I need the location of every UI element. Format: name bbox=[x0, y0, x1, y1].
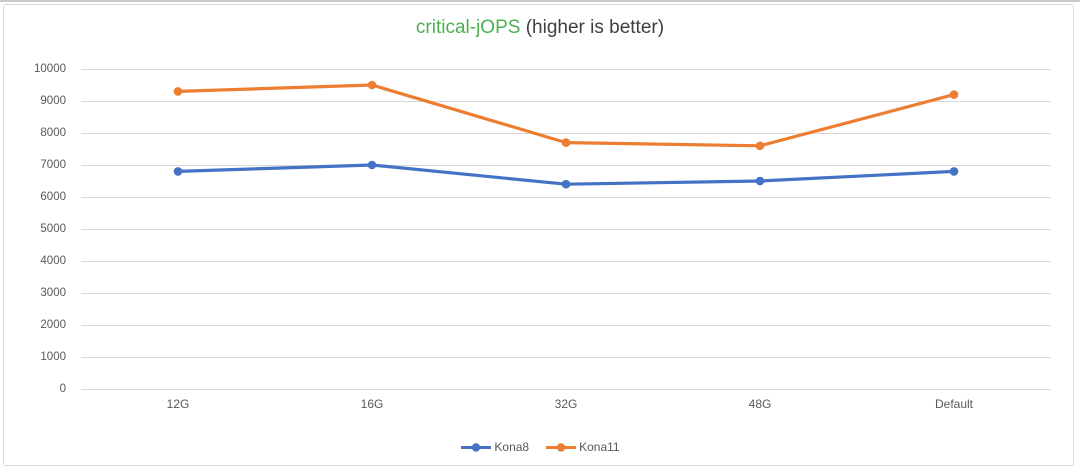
y-tick-label: 2000 bbox=[40, 319, 66, 331]
x-tick-label: 12G bbox=[166, 397, 190, 411]
series-line-kona11 bbox=[176, 83, 956, 148]
y-tick-label: 3000 bbox=[40, 287, 66, 299]
y-tick-label: 6000 bbox=[40, 191, 66, 203]
data-point-kona11 bbox=[949, 90, 959, 99]
legend-item-kona8: Kona8 bbox=[460, 440, 529, 454]
data-point-kona8 bbox=[561, 179, 571, 189]
data-point-kona11 bbox=[561, 138, 571, 147]
legend-label: Kona8 bbox=[494, 440, 530, 454]
legend-marker-icon bbox=[546, 442, 577, 452]
y-tick-label: 1000 bbox=[40, 351, 66, 363]
y-tick-label: 8000 bbox=[40, 127, 66, 139]
data-point-kona11 bbox=[367, 80, 377, 90]
legend-item-kona11: Kona11 bbox=[545, 440, 620, 454]
x-tick-label: 48G bbox=[748, 397, 772, 411]
legend-marker-icon bbox=[461, 442, 492, 452]
y-tick-label: 7000 bbox=[40, 159, 66, 171]
y-tick-label: 4000 bbox=[40, 255, 66, 267]
y-tick-label: 0 bbox=[59, 383, 66, 395]
y-tick-label: 9000 bbox=[40, 95, 66, 107]
data-point-kona11 bbox=[755, 141, 765, 151]
data-point-kona8 bbox=[949, 167, 959, 176]
data-point-kona8 bbox=[173, 167, 183, 176]
x-tick-label: 16G bbox=[360, 397, 384, 411]
data-point-kona11 bbox=[173, 87, 183, 96]
y-tick-label: 10000 bbox=[34, 63, 66, 75]
data-point-kona8 bbox=[367, 160, 377, 170]
x-tick-label: 32G bbox=[554, 397, 578, 411]
data-point-kona8 bbox=[755, 176, 765, 186]
chart-title: critical-jOPS (higher is better) bbox=[0, 16, 1080, 40]
legend-label: Kona11 bbox=[579, 440, 620, 454]
legend: Kona8 Kona11 bbox=[0, 438, 1080, 456]
y-tick-label: 5000 bbox=[40, 223, 66, 235]
chart-title-highlight: critical-jOPS bbox=[415, 17, 521, 38]
x-tick-label: Default bbox=[934, 397, 974, 411]
window-top-divider bbox=[0, 0, 1080, 2]
chart-title-suffix: (higher is better) bbox=[520, 17, 665, 38]
